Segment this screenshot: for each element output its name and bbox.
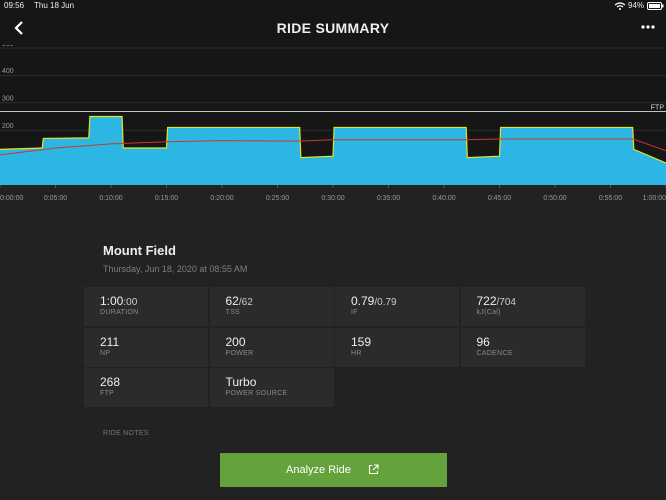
stat-value: Turbo — [226, 375, 257, 389]
x-tick-label: 0:20:00 — [210, 195, 233, 202]
stat-value: 268 — [100, 375, 120, 389]
status-bar: 09:56 Thu 18 Jun 94% — [0, 0, 666, 12]
status-time: 09:56 — [4, 1, 25, 10]
stat-main: 1:00 — [100, 294, 124, 308]
external-icon — [368, 464, 379, 475]
stat-value: 1:00:00 — [100, 294, 137, 308]
stat-value: 200 — [226, 335, 246, 349]
stat-main: 211 — [100, 334, 120, 349]
stat-value: 159 — [351, 335, 371, 349]
stat-label: POWER SOURCE — [225, 390, 288, 397]
stat-main: Turbo — [225, 375, 257, 389]
y-tick-label: 500 — [2, 45, 14, 48]
stat-cell: 211 NP — [84, 327, 208, 367]
stat-value: 62/62 — [226, 294, 253, 308]
stat-main: 159 — [351, 334, 372, 349]
stat-value: 211 — [100, 335, 119, 349]
battery-icon — [647, 2, 664, 10]
stat-label: FTP — [100, 390, 115, 397]
stat-cell: 0.79/0.79 IF — [335, 287, 459, 326]
stat-main: 96 — [476, 334, 490, 349]
stat-main: 268 — [100, 375, 121, 389]
x-tick-label: 0:50:00 — [543, 195, 566, 202]
stat-label: HR — [351, 349, 362, 357]
stat-cell: 268 FTP — [84, 368, 208, 407]
x-tick-label: 0:15:00 — [155, 195, 178, 202]
ftp-label: FTP — [651, 104, 665, 111]
button-label: Analyze Ride — [286, 464, 351, 476]
hr-line — [0, 138, 666, 156]
stats-grid: 1:00:00 DURATION 62/62 TSS 0.79/0.79 IF 722/70… — [84, 287, 585, 407]
notes-label: RIDE NOTES — [103, 430, 149, 437]
stat-value: 722/704 — [477, 294, 517, 308]
stat-cell: 200 POWER — [209, 327, 334, 367]
stat-cell: 722/704 kJ(Cal) — [460, 287, 585, 326]
stat-cell: 96 CADENCE — [460, 327, 585, 367]
stat-cell: 159 HR — [335, 327, 459, 367]
stat-secondary: /704 — [496, 297, 516, 308]
stat-value: 96 — [477, 335, 490, 349]
stat-label: TSS — [225, 309, 241, 316]
x-tick-label: 0:10:00 — [99, 195, 122, 202]
x-tick-label: 0:05:00 — [44, 195, 67, 202]
stat-label: DURATION — [100, 309, 139, 316]
x-tick-label: 0:00:00 — [0, 195, 23, 202]
status-date: Thu 18 Jun — [34, 1, 75, 10]
more-button[interactable] — [640, 24, 656, 30]
back-button[interactable] — [12, 20, 26, 36]
stat-main: 62 — [225, 294, 239, 308]
stat-label: POWER — [225, 349, 254, 357]
stat-label: NP — [100, 349, 111, 357]
ride-name: Mount Field — [103, 243, 176, 258]
x-tick-label: 0:30:00 — [321, 195, 344, 202]
ride-date: Thursday, Jun 18, 2020 at 08:55 AM — [103, 264, 248, 274]
stat-label: IF — [351, 309, 358, 316]
y-tick-label: 300 — [2, 96, 14, 103]
stat-main: 722 — [476, 294, 497, 308]
stat-value: 0.79/0.79 — [351, 294, 397, 308]
power-chart: 200 300 400 500 FTP 0:00:00 0:05:00 0:10:00 0:15… — [0, 45, 666, 202]
stat-cell: Turbo POWER SOURCE — [209, 368, 334, 407]
y-tick-label: 400 — [2, 68, 14, 75]
stat-main: 0.79 — [351, 294, 375, 308]
stat-secondary: /62 — [238, 297, 253, 308]
stat-main: 200 — [225, 334, 246, 349]
x-tick-label: 0:40:00 — [432, 195, 455, 202]
x-tick-label: 0:45:00 — [488, 195, 511, 202]
power-line — [0, 115, 666, 164]
stat-secondary: /0.79 — [374, 297, 397, 308]
stat-secondary: :00 — [123, 297, 138, 308]
wifi-icon — [614, 2, 626, 10]
battery-text: 94% — [628, 1, 645, 10]
x-tick-label: 0:55:00 — [599, 195, 622, 202]
analyze-button[interactable]: Analyze Ride — [220, 453, 447, 487]
screen-title: RIDE SUMMARY — [276, 20, 390, 36]
power-area — [0, 116, 666, 185]
stat-cell: 62/62 TSS — [209, 287, 334, 326]
stat-cell: 1:00:00 DURATION — [84, 287, 208, 326]
x-tick-label: 0:35:00 — [377, 195, 400, 202]
nav-header: RIDE SUMMARY — [0, 12, 666, 45]
x-tick-label: 0:25:00 — [266, 195, 289, 202]
y-tick-label: 200 — [2, 123, 14, 130]
x-tick-label: 1:00:00 — [643, 195, 666, 202]
stat-label: kJ(Cal) — [476, 309, 501, 316]
stat-label: CADENCE — [476, 349, 513, 357]
